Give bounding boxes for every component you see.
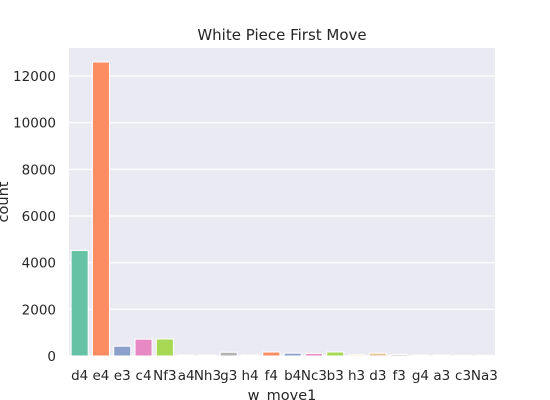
x-tick-label: Na3 [471,368,498,384]
x-axis-label: w_move1 [248,388,317,400]
y-axis-label: count [0,181,12,222]
bar-d3 [368,352,387,357]
bar-na3 [475,354,494,357]
y-tick-label: 2000 [22,302,56,318]
y-tick-label: 8000 [22,162,56,178]
x-tick-label: b4 [284,368,301,384]
bar-f4 [262,351,281,357]
x-tick-label: h4 [241,368,258,384]
x-tick-label: g4 [412,368,429,384]
x-tick-label: c3 [455,368,471,384]
x-tick-label: g3 [220,368,237,384]
x-tick-label: Nh3 [194,368,221,384]
bar-c3 [454,354,473,357]
bar-a3 [432,354,451,357]
x-tick-labels: d4 e4 e3 c4 Nf3 a4 Nh3 g3 h4 f4 b4 Nc3 b3 h3 d3 f3 g4 a3 c… [71,368,498,384]
bar-c4 [134,338,153,357]
bar-d4 [70,250,89,357]
x-tick-label: f3 [392,368,405,384]
bars [70,61,494,357]
x-tick-label: c4 [136,368,152,384]
bar-h4 [241,354,260,357]
bar-nf3 [155,338,174,357]
bar-e3 [113,345,132,357]
bar-g4 [411,354,430,357]
chart-title: White Piece First Move [197,26,366,44]
x-tick-label: e4 [92,368,109,384]
x-tick-label: a3 [433,368,450,384]
bar-b4 [283,352,302,357]
x-tick-label: d3 [369,368,386,384]
y-tick-label: 0 [47,349,56,365]
x-tick-label: h3 [348,368,365,384]
y-tick-label: 10000 [13,116,56,132]
y-tick-labels: 0 2000 4000 6000 8000 10000 12000 [13,69,56,365]
bar-g3 [219,351,238,357]
bar-e4 [91,61,110,357]
x-tick-label: b3 [327,368,344,384]
bar-nh3 [198,354,217,357]
y-tick-label: 6000 [22,209,56,225]
x-tick-label: f4 [265,368,278,384]
y-tick-label: 4000 [22,256,56,272]
bar-h3 [347,354,366,357]
bar-f3 [390,354,409,357]
x-tick-label: e3 [114,368,131,384]
bar-b3 [326,351,345,357]
x-tick-label: Nf3 [153,368,176,384]
bar-a4 [177,354,196,357]
y-tick-label: 12000 [13,69,56,85]
x-tick-label: a4 [178,368,195,384]
x-tick-label: d4 [71,368,88,384]
x-tick-label: Nc3 [301,368,327,384]
plot-area [69,48,495,356]
bar-nc3 [304,352,323,357]
